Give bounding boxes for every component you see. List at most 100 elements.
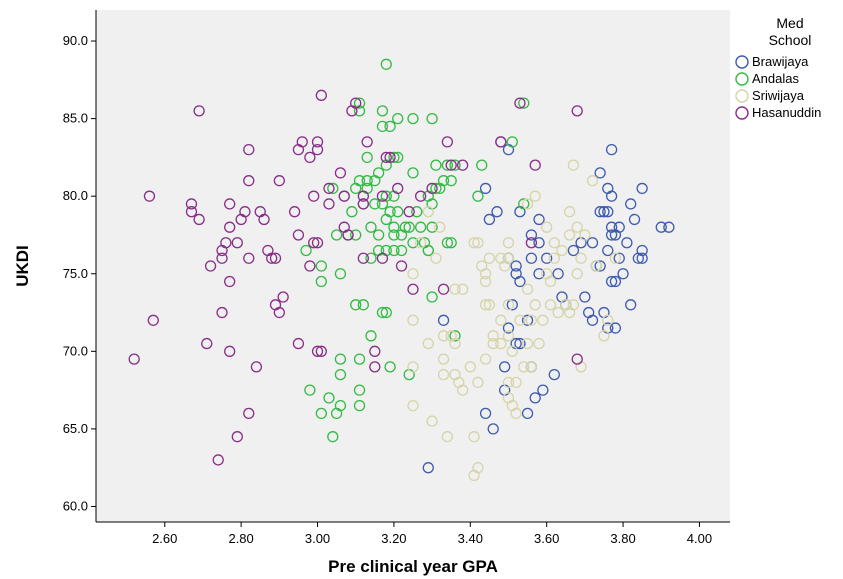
point-hasanuddin	[147, 314, 159, 326]
point-brawijaya	[506, 299, 518, 311]
point-sriwijaya	[598, 330, 610, 342]
point-hasanuddin	[376, 252, 389, 264]
point-hasanuddin	[308, 190, 320, 202]
point-hasanuddin	[495, 136, 507, 148]
point-hasanuddin	[311, 345, 324, 357]
point-sriwijaya	[567, 299, 580, 311]
point-hasanuddin	[266, 252, 278, 264]
x-tick-label: 3.20	[381, 531, 406, 546]
point-brawijaya	[605, 229, 618, 241]
point-sriwijaya	[414, 237, 427, 249]
point-sriwijaya	[483, 252, 496, 264]
point-andalas	[426, 291, 438, 303]
y-tick-label: 65.0	[63, 421, 88, 436]
y-tick-label: 80.0	[63, 188, 88, 203]
point-hasanuddin	[525, 237, 538, 249]
point-sriwijaya	[563, 229, 576, 241]
point-andalas	[376, 306, 389, 319]
point-andalas	[304, 384, 316, 396]
point-brawijaya	[602, 244, 614, 257]
point-sriwijaya	[437, 330, 450, 342]
point-sriwijaya	[586, 175, 599, 187]
point-brawijaya	[533, 213, 545, 226]
point-hasanuddin	[185, 206, 198, 218]
point-brawijaya	[655, 221, 667, 233]
point-andalas	[411, 206, 423, 218]
point-sriwijaya	[407, 399, 419, 412]
legend-label-brawijaya: Brawijaya	[752, 54, 809, 69]
point-hasanuddin	[315, 89, 327, 101]
point-andalas	[334, 368, 347, 381]
point-hasanuddin	[220, 237, 232, 249]
point-hasanuddin	[292, 337, 305, 350]
point-hasanuddin	[128, 353, 140, 365]
point-brawijaya	[636, 182, 648, 195]
point-sriwijaya	[502, 237, 515, 249]
point-hasanuddin	[384, 151, 396, 164]
point-hasanuddin	[350, 97, 362, 109]
point-brawijaya	[594, 260, 606, 272]
point-brawijaya	[598, 206, 610, 218]
point-hasanuddin	[273, 306, 285, 319]
point-brawijaya	[636, 244, 648, 257]
point-andalas	[334, 353, 347, 365]
point-brawijaya	[625, 198, 637, 210]
x-tick-label: 3.40	[458, 531, 483, 546]
point-hasanuddin	[216, 306, 228, 319]
point-sriwijaya	[567, 159, 580, 171]
point-sriwijaya	[457, 384, 469, 396]
series-sriwijaya	[407, 159, 622, 482]
point-sriwijaya	[544, 299, 557, 311]
point-hasanuddin	[239, 206, 251, 218]
point-andalas	[353, 97, 366, 109]
point-sriwijaya	[479, 299, 492, 311]
point-brawijaya	[437, 314, 450, 326]
point-sriwijaya	[495, 337, 507, 350]
point-andalas	[330, 229, 343, 241]
point-hasanuddin	[338, 221, 350, 233]
point-andalas	[346, 206, 358, 218]
point-brawijaya	[422, 462, 434, 474]
point-hasanuddin	[193, 105, 205, 117]
point-hasanuddin	[231, 237, 243, 249]
point-brawijaya	[548, 368, 560, 381]
point-andalas	[388, 229, 400, 241]
point-andalas	[372, 167, 385, 179]
legend-marker-hasanuddin	[735, 106, 749, 120]
point-brawijaya	[514, 337, 526, 350]
point-hasanuddin	[224, 345, 236, 357]
point-sriwijaya	[571, 221, 583, 233]
point-sriwijaya	[479, 275, 492, 288]
point-brawijaya	[491, 206, 503, 218]
point-brawijaya	[579, 291, 591, 303]
point-hasanuddin	[338, 190, 350, 202]
point-sriwijaya	[525, 361, 538, 373]
point-hasanuddin	[143, 190, 156, 202]
point-hasanuddin	[441, 136, 454, 148]
point-andalas	[437, 175, 450, 187]
point-hasanuddin	[216, 252, 228, 264]
point-andalas	[430, 159, 442, 171]
y-tick-label: 60.0	[63, 498, 88, 513]
point-sriwijaya	[441, 431, 454, 443]
point-sriwijaya	[472, 237, 484, 249]
point-brawijaya	[613, 221, 625, 233]
point-andalas	[441, 159, 454, 171]
point-sriwijaya	[472, 376, 484, 389]
point-sriwijaya	[544, 275, 557, 288]
point-brawijaya	[502, 322, 515, 334]
point-andalas	[361, 175, 373, 187]
point-sriwijaya	[487, 337, 499, 350]
point-brawijaya	[479, 407, 492, 420]
point-hasanuddin	[269, 252, 282, 264]
plot-background	[96, 10, 730, 522]
point-hasanuddin	[311, 136, 324, 148]
series-hasanuddin	[128, 89, 583, 466]
point-hasanuddin	[361, 136, 373, 148]
point-andalas	[350, 182, 362, 195]
point-andalas	[365, 252, 377, 264]
point-hasanuddin	[273, 175, 285, 187]
point-hasanuddin	[311, 143, 324, 156]
point-sriwijaya	[521, 337, 534, 350]
point-andalas	[422, 244, 434, 257]
